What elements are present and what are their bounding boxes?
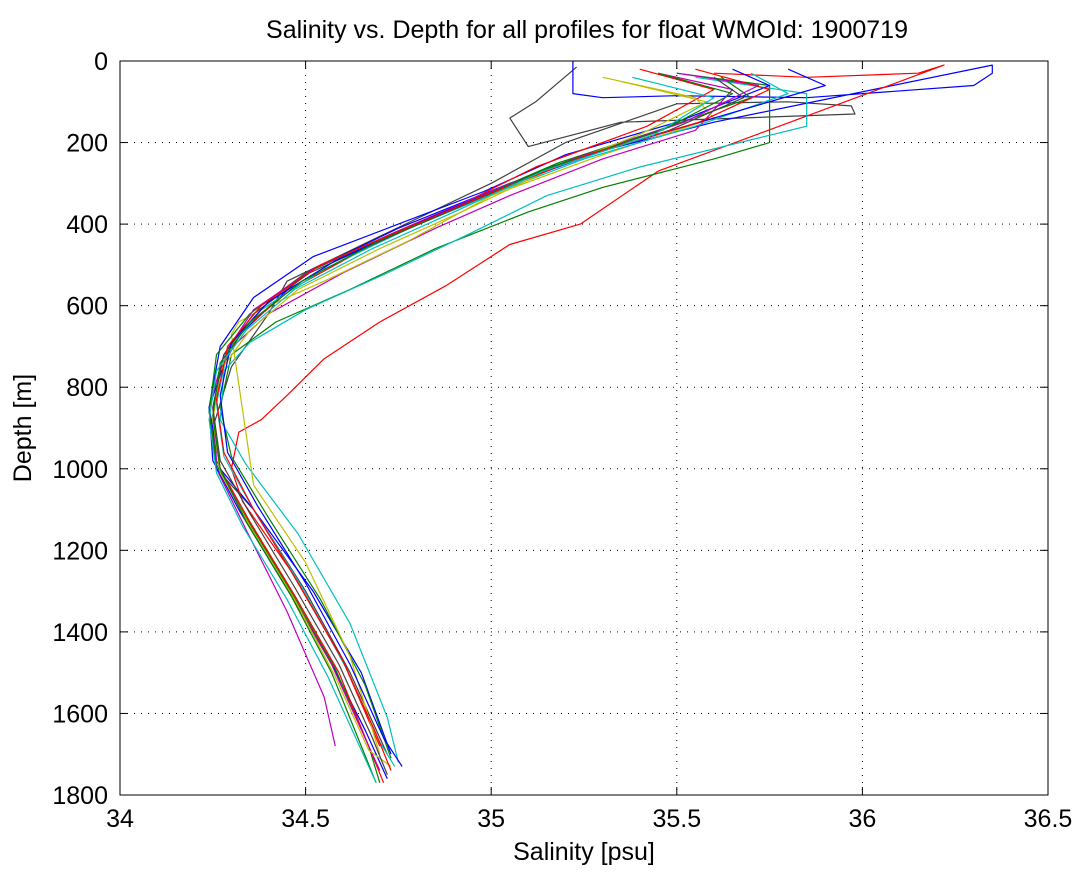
x-tick-label: 36 xyxy=(848,805,876,833)
profile-line xyxy=(230,76,715,755)
y-axis-label: Depth [m] xyxy=(9,374,37,482)
plot-frame xyxy=(119,60,1049,796)
x-axis-label: Salinity [psu] xyxy=(513,838,655,866)
y-tick-label: 1400 xyxy=(52,619,108,647)
profile-line xyxy=(230,64,945,747)
y-tick-label: 200 xyxy=(66,130,108,158)
axis-ticks: 34 34.5 35 35.5 36 36.5 0 200 400 600 800 1000 1200 1… xyxy=(52,48,1072,833)
profile-line xyxy=(219,76,808,763)
x-tick-label: 34.5 xyxy=(281,805,330,833)
y-tick-label: 1800 xyxy=(52,782,108,810)
y-tick-label: 800 xyxy=(66,374,108,402)
chart-title: Salinity vs. Depth for all profiles for … xyxy=(266,16,908,44)
profile-line xyxy=(212,72,734,784)
y-tick-label: 400 xyxy=(66,211,108,239)
profile-line xyxy=(219,72,771,759)
y-tick-label: 600 xyxy=(66,293,108,321)
x-tick-label: 35.5 xyxy=(652,805,701,833)
y-tick-label: 1200 xyxy=(52,537,108,565)
y-tick-label: 1000 xyxy=(52,456,108,484)
x-tick-label: 36.5 xyxy=(1024,805,1073,833)
profile-lines xyxy=(208,61,993,784)
x-tick-label: 35 xyxy=(477,805,505,833)
x-tick-label: 34 xyxy=(106,805,134,833)
y-tick-label: 1600 xyxy=(52,700,108,728)
profile-line xyxy=(208,76,715,784)
y-tick-label: 0 xyxy=(94,48,108,76)
